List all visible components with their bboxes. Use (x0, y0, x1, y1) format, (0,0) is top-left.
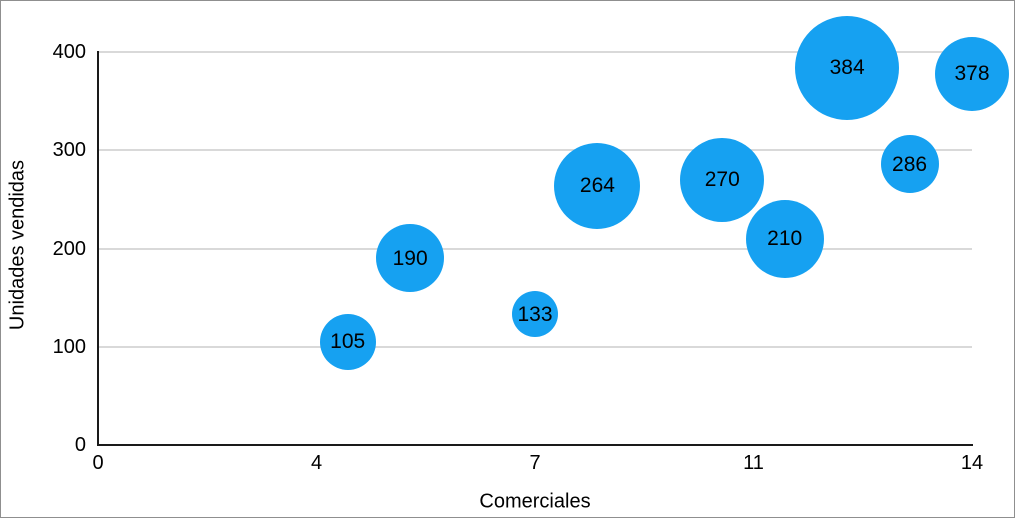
bubble-210: 210 (745, 199, 824, 278)
y-axis-line (97, 51, 99, 445)
bubble-label: 133 (517, 302, 553, 326)
bubble-270: 270 (680, 137, 765, 222)
bubble-384: 384 (795, 15, 900, 120)
gridline-y-400 (98, 51, 972, 53)
bubble-label: 378 (954, 62, 990, 86)
y-axis-title: Unidades vendidas (6, 159, 29, 331)
bubble-label: 270 (704, 168, 740, 192)
bubble-190: 190 (376, 224, 445, 293)
bubble-label: 264 (579, 174, 615, 198)
y-tick-label-300: 300 (52, 139, 86, 162)
x-tick-label-14: 14 (960, 452, 984, 474)
bubble-label: 190 (392, 246, 428, 270)
bubble-label: 286 (892, 152, 928, 176)
bubble-286: 286 (880, 135, 939, 193)
x-tick-label-0: 0 (92, 452, 104, 474)
gridline-y-200 (98, 247, 972, 250)
gridline-y-100 (98, 345, 972, 348)
x-tick-label-7: 7 (529, 452, 541, 474)
bubble-label: 384 (829, 56, 865, 80)
x-tick-label-11: 11 (743, 452, 764, 474)
bubble-378: 378 (935, 36, 1009, 111)
x-axis-title: Comerciales (479, 490, 591, 513)
gridline-y-300 (98, 149, 972, 152)
bubble-label: 210 (767, 227, 803, 251)
x-axis-line (97, 444, 973, 446)
bubble-264: 264 (554, 142, 641, 229)
y-tick-label-400: 400 (52, 41, 86, 63)
y-tick-label-100: 100 (52, 335, 86, 358)
y-tick-label-0: 0 (74, 434, 86, 456)
bubble-133: 133 (512, 291, 558, 338)
y-tick-label-200: 200 (52, 237, 86, 260)
bubble-105: 105 (319, 313, 376, 370)
bubble-label: 105 (330, 330, 366, 354)
x-tick-label-4: 4 (310, 452, 323, 474)
